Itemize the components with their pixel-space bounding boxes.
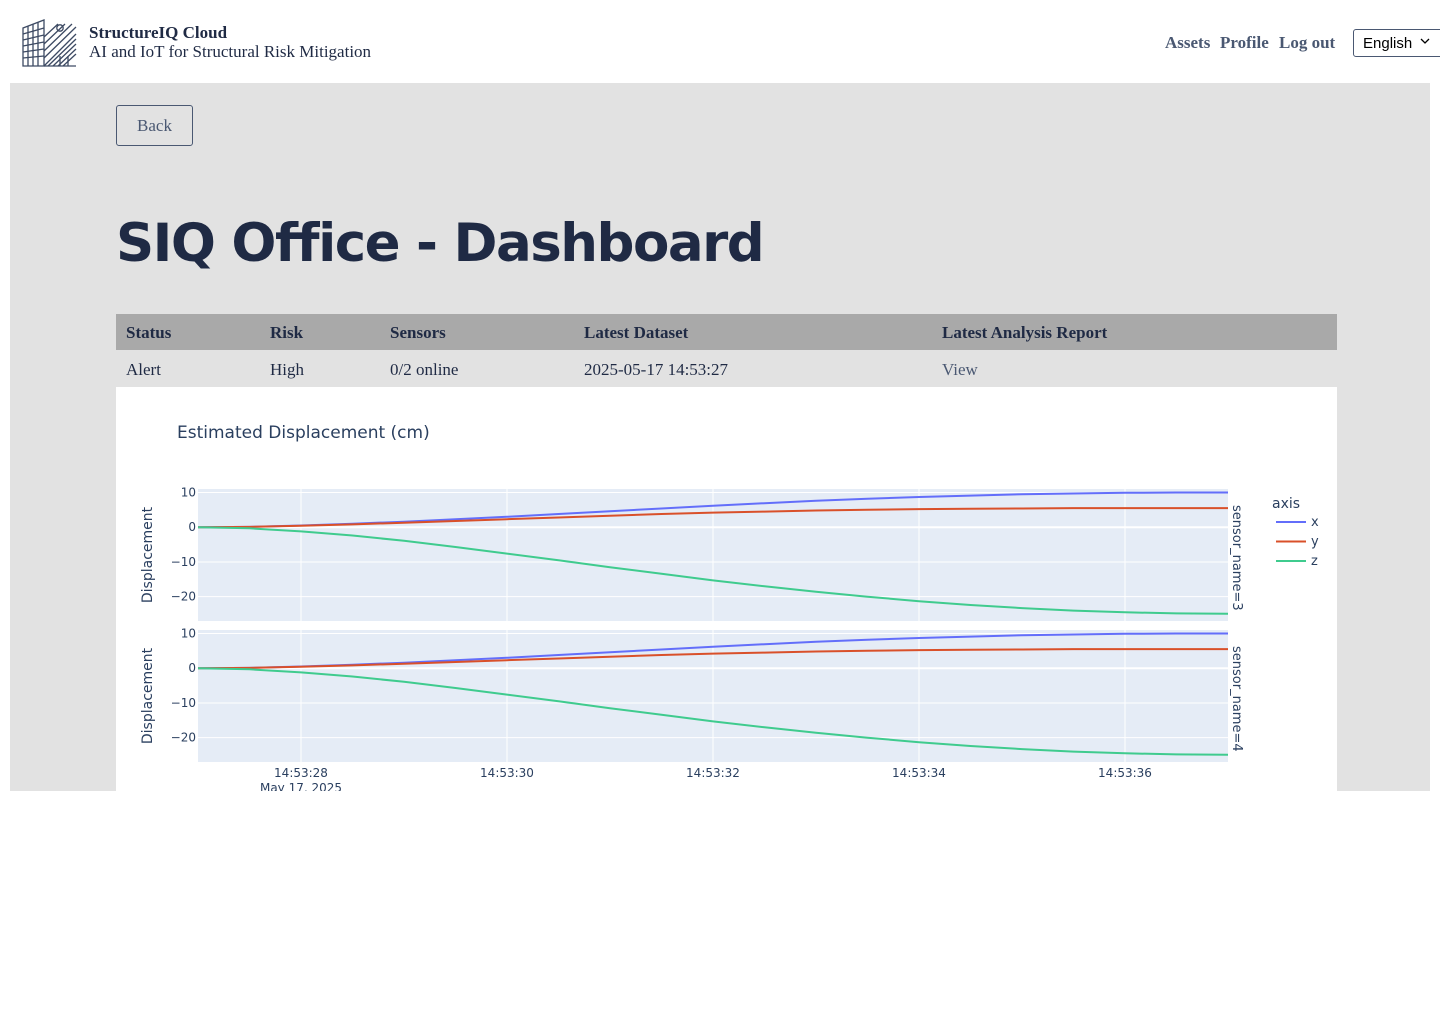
page-title: SIQ Office - Dashboard bbox=[116, 213, 765, 274]
header-risk: Risk bbox=[270, 323, 304, 342]
top-header: StructureIQ Cloud AI and IoT for Structu… bbox=[0, 0, 1440, 83]
y-tick-label: −20 bbox=[171, 590, 196, 604]
chart-panels: 10 0 −10 −20 Displacement sensor_name=3 10 0 −10… bbox=[140, 485, 1244, 762]
latest-dataset-value: 2025-05-17 14:53:27 bbox=[584, 360, 729, 379]
series-line-y bbox=[197, 648, 1228, 670]
chart-panel-1: 10 0 −10 −20 Displacement sensor_name=3 bbox=[140, 485, 1244, 621]
table-row: Alert High 0/2 online 2025-05-17 14:53:2… bbox=[116, 350, 1337, 387]
facet-label: sensor_name=3 bbox=[1229, 505, 1244, 611]
building-logo-icon[interactable] bbox=[20, 18, 78, 68]
series-line-y bbox=[197, 507, 1228, 529]
chart-title: Estimated Displacement (cm) bbox=[177, 423, 430, 443]
series-line-z bbox=[197, 526, 1229, 615]
legend-label-y: y bbox=[1311, 535, 1319, 550]
header-status: Status bbox=[126, 323, 172, 342]
x-tick-label: 14:53:34 bbox=[892, 766, 946, 780]
y-tick-label: 0 bbox=[188, 661, 196, 675]
nav-logout-link[interactable]: Log out bbox=[1279, 33, 1336, 52]
view-report-link[interactable]: View bbox=[942, 360, 978, 379]
x-tick-label: 14:53:32 bbox=[686, 766, 740, 780]
y-tick-label: 10 bbox=[181, 626, 196, 640]
x-tick-label: 14:53:28 bbox=[274, 766, 328, 780]
brand-name: StructureIQ Cloud bbox=[89, 23, 228, 42]
displacement-chart-svg: Estimated Displacement (cm) 10 0 −10 −20 Dis… bbox=[140, 423, 1319, 791]
header-latest-dataset: Latest Dataset bbox=[584, 323, 689, 342]
displacement-chart[interactable]: Estimated Displacement (cm) 10 0 −10 −20 Dis… bbox=[116, 387, 1337, 791]
x-tick-label: 14:53:30 bbox=[480, 766, 534, 780]
brand-tagline: AI and IoT for Structural Risk Mitigatio… bbox=[89, 42, 372, 61]
y-axis-label: Displacement bbox=[140, 506, 156, 603]
x-tick-label: 14:53:36 bbox=[1098, 766, 1152, 780]
status-value: Alert bbox=[126, 360, 161, 379]
y-axis-label: Displacement bbox=[140, 647, 156, 744]
chart-legend[interactable]: axis xyz bbox=[1272, 496, 1319, 569]
risk-value: High bbox=[270, 360, 304, 379]
summary-table-header: Status Risk Sensors Latest Dataset Lates… bbox=[116, 314, 1337, 350]
main-panel: Back SIQ Office - Dashboard Status Risk … bbox=[10, 83, 1430, 791]
back-button[interactable]: Back bbox=[116, 105, 193, 146]
y-tick-label: −10 bbox=[171, 555, 196, 569]
chevron-down-icon bbox=[1420, 38, 1430, 44]
language-select-value: English bbox=[1363, 35, 1413, 52]
chart-panel-2: 10 0 −10 −20 Displacement sensor_name=4 bbox=[140, 626, 1244, 762]
sensors-value: 0/2 online bbox=[390, 360, 459, 379]
header-sensors: Sensors bbox=[390, 323, 446, 342]
x-axis: 14:53:28 14:53:30 14:53:32 14:53:34 14:53:36… bbox=[260, 766, 1152, 791]
y-tick-label: 10 bbox=[181, 485, 196, 499]
y-tick-label: 0 bbox=[188, 520, 196, 534]
x-date-label: May 17, 2025 bbox=[260, 781, 342, 791]
legend-label-z: z bbox=[1311, 554, 1318, 569]
facet-label: sensor_name=4 bbox=[1229, 646, 1244, 752]
y-tick-label: −20 bbox=[171, 731, 196, 745]
header-latest-analysis-report: Latest Analysis Report bbox=[942, 323, 1108, 342]
y-tick-label: −10 bbox=[171, 696, 196, 710]
series-line-z bbox=[197, 667, 1229, 756]
legend-label-x: x bbox=[1311, 515, 1319, 530]
nav-assets-link[interactable]: Assets bbox=[1165, 33, 1211, 52]
legend-title: axis bbox=[1272, 496, 1300, 512]
nav-profile-link[interactable]: Profile bbox=[1220, 33, 1269, 52]
